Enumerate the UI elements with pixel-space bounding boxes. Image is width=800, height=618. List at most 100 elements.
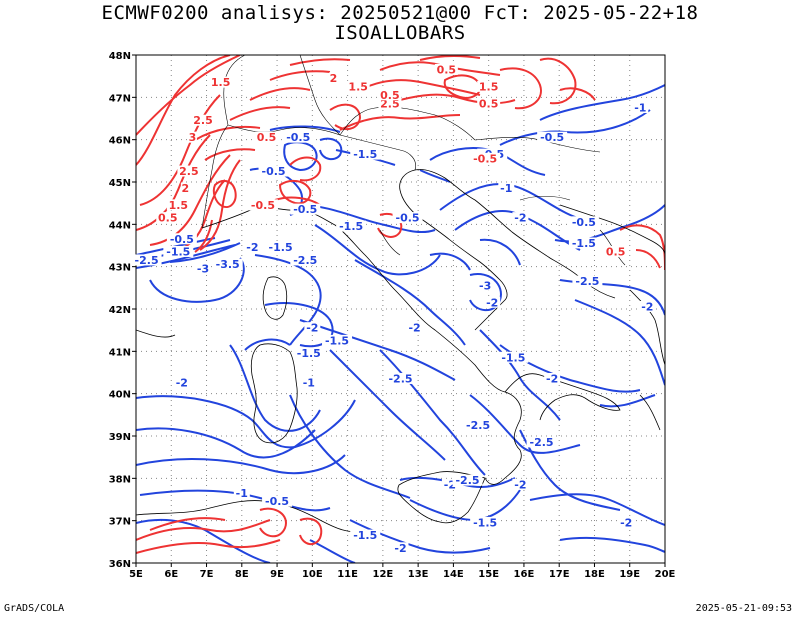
- contour-label: 0.5: [479, 97, 499, 110]
- contour-label: -1: [236, 487, 248, 500]
- lon-tick-label: 6E: [164, 569, 178, 580]
- contour-label-background: [350, 529, 381, 541]
- contour-label: -2: [246, 241, 258, 254]
- lon-tick-label: 8E: [235, 569, 249, 580]
- contour-label: 1.5: [479, 80, 499, 93]
- contour-label: 1.5: [211, 76, 231, 89]
- lat-tick-label: 37N: [109, 517, 131, 528]
- contour-label-background: [632, 102, 649, 114]
- contour-label-background: [177, 165, 201, 177]
- contour-label: -1.5: [501, 351, 525, 364]
- lat-tick-label: 44N: [109, 220, 131, 231]
- contour-label: -0.5: [572, 216, 596, 229]
- contour-label: -3: [479, 279, 491, 292]
- contour-label: -0.5: [170, 233, 194, 246]
- lon-tick-label: 9E: [270, 569, 284, 580]
- negative-contours: [136, 84, 665, 563]
- contour-label: -2.5: [575, 275, 599, 288]
- contour-label-background: [526, 436, 557, 448]
- software-credit: GrADS/COLA: [4, 603, 65, 614]
- contour-label-background: [537, 131, 568, 143]
- contour-label-background: [290, 203, 321, 215]
- contour-label-background: [166, 233, 197, 245]
- contour-label: -2: [176, 377, 188, 390]
- contour-label: -1: [303, 377, 315, 390]
- contour-label: 2.5: [193, 114, 213, 127]
- contour-label-background: [477, 80, 501, 92]
- contour-label-background: [498, 182, 515, 194]
- contour-label-background: [258, 165, 289, 177]
- contour-label-background: [212, 258, 243, 270]
- contour-label: 2.5: [380, 97, 400, 110]
- contour-label: -0.5: [251, 199, 275, 212]
- contour-label: 0.5: [437, 63, 457, 76]
- lon-tick-label: 5E: [129, 569, 143, 580]
- lon-tick-label: 10E: [302, 569, 323, 580]
- contour-label-background: [618, 516, 635, 528]
- contour-label-background: [233, 487, 250, 499]
- positive-contours: [136, 55, 665, 554]
- contour-label-background: [191, 114, 215, 126]
- contour-label: -0.5: [293, 203, 317, 216]
- contour-label: -2: [641, 301, 653, 314]
- contour-label: -0.5: [286, 131, 310, 144]
- contour-label-background: [293, 347, 324, 359]
- contour-label: -1.5: [325, 334, 349, 347]
- lat-tick-label: 39N: [109, 432, 131, 443]
- contour-label-background: [512, 212, 529, 224]
- longitude-axis: 5E 6E 7E 8E 9E 10E 11E 12E 13E 14E 15E 16E 17E 18E 19E…: [129, 563, 676, 580]
- contour-label-background: [195, 262, 212, 274]
- contour-label-background: [187, 131, 197, 143]
- contour-label: -0.5: [396, 212, 420, 225]
- contour-label-background: [156, 212, 180, 224]
- contour-label-background: [477, 97, 501, 109]
- contour-label-background: [484, 296, 501, 308]
- isoallobar-contours: [136, 55, 665, 563]
- contour-label: -1.5: [269, 241, 293, 254]
- borders: [201, 55, 626, 266]
- contour-label: -2.5: [388, 372, 412, 385]
- contour-label: 2.5: [179, 165, 199, 178]
- contour-label-background: [477, 279, 494, 291]
- contour-label-background: [463, 419, 494, 431]
- contour-label-background: [283, 131, 314, 143]
- contour-label: 0.5: [158, 212, 178, 225]
- lon-tick-label: 18E: [584, 569, 605, 580]
- contour-label: -1.5: [572, 237, 596, 250]
- contour-label-background: [254, 131, 278, 143]
- contour-label-background: [470, 516, 501, 528]
- contour-label-background: [544, 372, 561, 384]
- contour-label: -2: [514, 212, 526, 225]
- contour-label: 2: [182, 182, 190, 195]
- contour-label: -1.5: [353, 529, 377, 542]
- contour-label-background: [434, 63, 458, 75]
- contour-label-background: [498, 351, 529, 363]
- contour-label-background: [385, 372, 416, 384]
- contour-label: -3: [197, 262, 209, 275]
- contour-label: 0.5: [257, 131, 277, 144]
- contour-label: -0.5: [473, 152, 497, 165]
- lon-tick-label: 12E: [372, 569, 393, 580]
- contour-label-background: [350, 148, 381, 160]
- contour-label-background: [244, 241, 261, 253]
- lat-tick-label: 40N: [109, 390, 131, 401]
- contour-label: -2.5: [455, 474, 479, 487]
- contour-label: -2.5: [530, 436, 554, 449]
- contour-label-background: [180, 182, 190, 194]
- lon-tick-label: 7E: [200, 569, 214, 580]
- lat-tick-label: 41N: [109, 347, 131, 358]
- contour-label: 0.5: [380, 89, 400, 102]
- contour-label: -1.5: [473, 516, 497, 529]
- contour-label: -0.5: [265, 495, 289, 508]
- lon-tick-label: 20E: [655, 569, 676, 580]
- contour-label: -2.5: [293, 254, 317, 267]
- contour-label-background: [568, 237, 599, 249]
- map-title: ECMWF0200 analisys: 20250521@00 FcT: 202…: [101, 2, 699, 24]
- contour-label-background: [604, 245, 628, 257]
- contour-label-background: [572, 275, 603, 287]
- lat-tick-label: 46N: [109, 136, 131, 147]
- lon-tick-label: 15E: [478, 569, 499, 580]
- contour-label-background: [290, 254, 321, 266]
- contour-labels: -2.5-1.5-0.5-3 -3.5-2-2.5-1.5-0.5-0.5-0.5…: [131, 63, 656, 555]
